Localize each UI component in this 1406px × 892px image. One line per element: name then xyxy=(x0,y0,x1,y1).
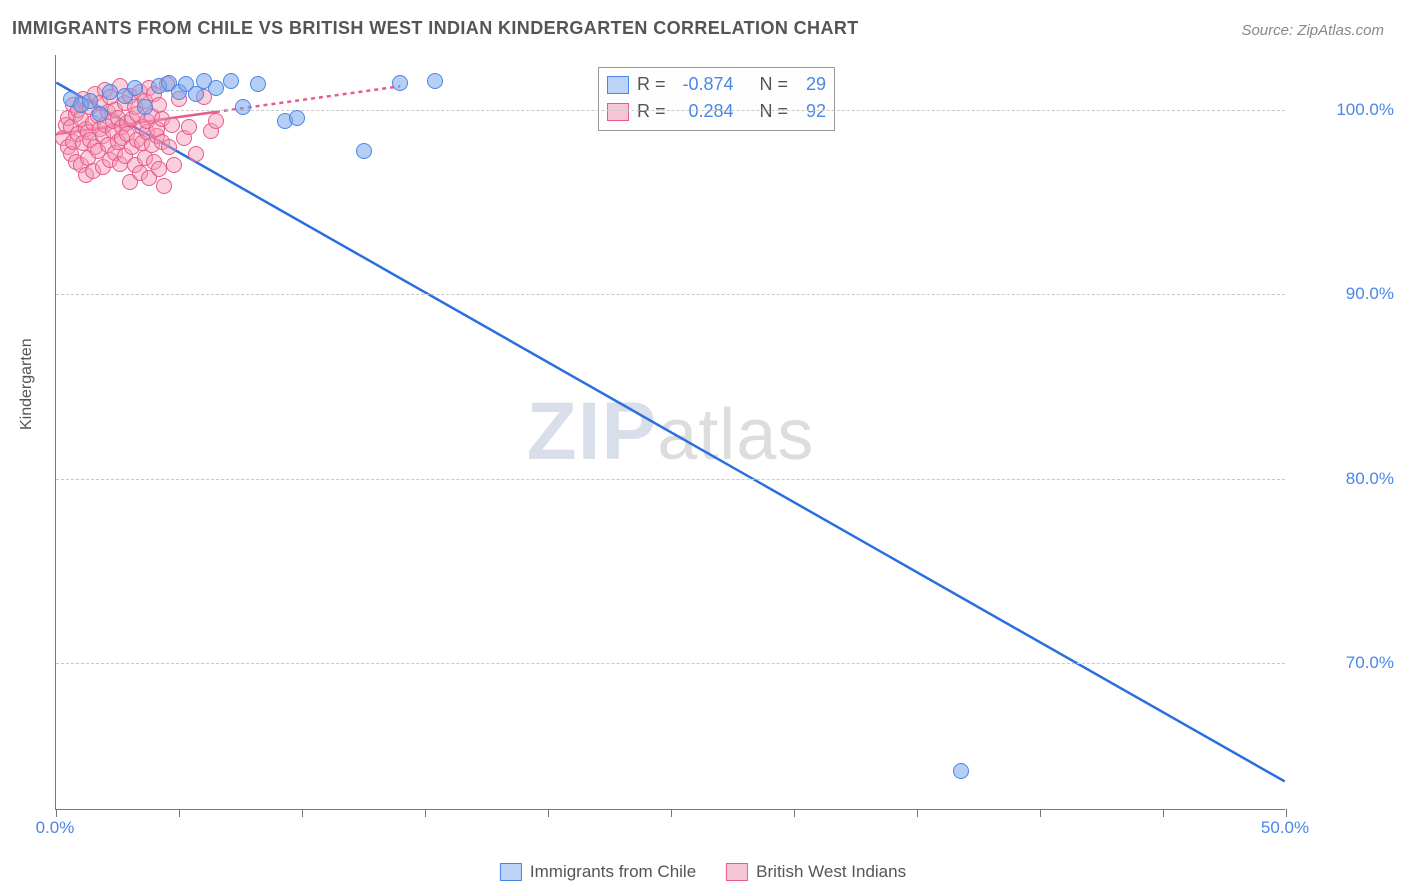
x-tick-mark xyxy=(794,809,795,817)
scatter-point xyxy=(392,75,408,91)
x-tick-mark xyxy=(671,809,672,817)
scatter-point xyxy=(151,97,167,113)
y-tick-label: 90.0% xyxy=(1346,284,1394,304)
y-axis-label: Kindergarten xyxy=(18,338,36,430)
chart-title: IMMIGRANTS FROM CHILE VS BRITISH WEST IN… xyxy=(12,18,859,39)
x-tick-label: 50.0% xyxy=(1261,818,1309,838)
bottom-legend-item: Immigrants from Chile xyxy=(500,862,696,882)
stat-n-label: N = xyxy=(760,98,789,125)
y-tick-label: 80.0% xyxy=(1346,469,1394,489)
trendline xyxy=(56,83,1284,782)
chart-plot-area: ZIPatlas R = -0.874 N = 29 R = 0.284 N = 92 xyxy=(55,55,1285,810)
scatter-point xyxy=(208,80,224,96)
x-tick-mark xyxy=(302,809,303,817)
legend-swatch xyxy=(726,863,748,881)
stat-n-value: 29 xyxy=(796,71,826,98)
legend-swatch xyxy=(607,103,629,121)
x-tick-mark xyxy=(56,809,57,817)
scatter-point xyxy=(161,139,177,155)
scatter-point xyxy=(102,84,118,100)
scatter-point xyxy=(953,763,969,779)
legend-label: British West Indians xyxy=(756,862,906,882)
scatter-point xyxy=(250,76,266,92)
scatter-point xyxy=(137,99,153,115)
x-tick-mark xyxy=(548,809,549,817)
scatter-point xyxy=(356,143,372,159)
watermark-prefix: ZIP xyxy=(527,386,658,477)
stat-n-value: 92 xyxy=(796,98,826,125)
gridline-horizontal xyxy=(56,663,1285,664)
x-tick-mark xyxy=(917,809,918,817)
scatter-point xyxy=(166,157,182,173)
scatter-point xyxy=(151,161,167,177)
stats-legend-box: R = -0.874 N = 29 R = 0.284 N = 92 xyxy=(598,67,835,131)
stats-legend-row: R = 0.284 N = 92 xyxy=(607,98,826,125)
x-tick-mark xyxy=(179,809,180,817)
legend-swatch xyxy=(607,76,629,94)
legend-label: Immigrants from Chile xyxy=(530,862,696,882)
legend-swatch xyxy=(500,863,522,881)
stat-n-label: N = xyxy=(760,71,789,98)
scatter-point xyxy=(188,146,204,162)
scatter-point xyxy=(289,110,305,126)
bottom-legend: Immigrants from Chile British West Indian… xyxy=(500,862,906,882)
gridline-horizontal xyxy=(56,294,1285,295)
stats-legend-row: R = -0.874 N = 29 xyxy=(607,71,826,98)
y-tick-label: 70.0% xyxy=(1346,653,1394,673)
y-tick-label: 100.0% xyxy=(1336,100,1394,120)
trendlines-svg xyxy=(56,55,1285,809)
stat-r-label: R = xyxy=(637,71,666,98)
stat-r-value: 0.284 xyxy=(674,98,734,125)
scatter-point xyxy=(127,80,143,96)
stat-r-value: -0.874 xyxy=(674,71,734,98)
scatter-point xyxy=(181,119,197,135)
bottom-legend-item: British West Indians xyxy=(726,862,906,882)
watermark-suffix: atlas xyxy=(657,395,814,475)
scatter-point xyxy=(92,106,108,122)
scatter-point xyxy=(235,99,251,115)
x-tick-mark xyxy=(1163,809,1164,817)
x-tick-mark xyxy=(425,809,426,817)
stat-r-label: R = xyxy=(637,98,666,125)
scatter-point xyxy=(223,73,239,89)
scatter-point xyxy=(427,73,443,89)
source-attribution: Source: ZipAtlas.com xyxy=(1241,22,1384,39)
x-tick-mark xyxy=(1040,809,1041,817)
x-tick-mark xyxy=(1286,809,1287,817)
scatter-point xyxy=(208,113,224,129)
watermark: ZIPatlas xyxy=(527,385,815,479)
x-tick-label: 0.0% xyxy=(36,818,75,838)
scatter-point xyxy=(164,117,180,133)
gridline-horizontal xyxy=(56,479,1285,480)
scatter-point xyxy=(156,178,172,194)
